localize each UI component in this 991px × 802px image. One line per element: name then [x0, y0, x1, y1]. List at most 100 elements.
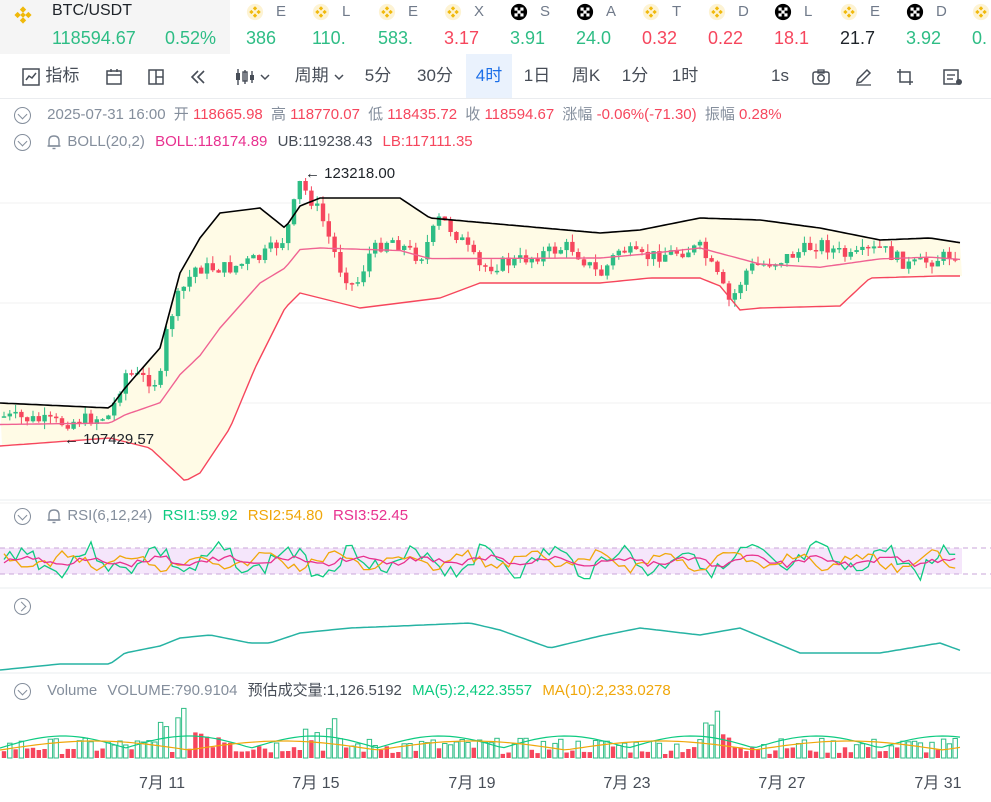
chevron-down-icon[interactable]	[14, 682, 31, 700]
volume-bar	[361, 751, 366, 758]
chart-type-button[interactable]	[226, 54, 278, 98]
volume-bar	[790, 747, 795, 758]
volume-bar	[830, 740, 837, 759]
candle-body	[268, 242, 273, 249]
interval-tab[interactable]: 4时	[466, 54, 512, 98]
ticker-name: D	[738, 3, 749, 20]
candle-body	[599, 269, 604, 276]
volume-bar	[349, 745, 355, 759]
candle-body	[663, 254, 668, 262]
ticker-name: X	[474, 3, 485, 20]
volume-bar	[911, 740, 918, 759]
interval-tab[interactable]: 1分	[621, 66, 649, 85]
interval-tab[interactable]: 1日	[523, 66, 551, 85]
volume-bar	[883, 751, 888, 758]
candle-body	[112, 402, 117, 416]
bell-icon[interactable]	[45, 133, 63, 151]
candle-body	[558, 250, 563, 254]
bell-icon[interactable]	[45, 507, 63, 525]
volume-bar	[163, 726, 170, 759]
ticker-item[interactable]: D 0.22	[694, 0, 758, 54]
volume-bar	[924, 752, 929, 758]
ticker-item[interactable]: A 24.0	[562, 0, 626, 54]
candle-body	[94, 419, 99, 424]
ticker-item[interactable]: S 3.91	[496, 0, 560, 54]
camera-icon	[812, 68, 830, 85]
interval-tab[interactable]: 1时	[671, 66, 699, 85]
volume-bar	[140, 741, 146, 759]
volume-bar	[837, 752, 842, 758]
candle-body	[489, 266, 494, 272]
volume-bar	[639, 751, 645, 758]
ticker-item[interactable]: T 0.32	[628, 0, 692, 54]
calendar-icon	[106, 68, 122, 85]
volume-bar	[442, 743, 448, 759]
rsi1-value: RSI1:59.92	[162, 507, 238, 524]
template-button[interactable]	[98, 54, 130, 98]
candle-body	[170, 316, 175, 330]
interval-tab[interactable]: 周K	[571, 66, 601, 85]
kline-chart[interactable]: ← 123218.00 ← 107429.57 7月 11 7月 15 7月 19 7月 …	[0, 98, 991, 802]
candle-body	[332, 236, 337, 252]
crosshair-button[interactable]	[890, 54, 920, 98]
draw-button[interactable]	[848, 54, 878, 98]
candle-body	[402, 245, 407, 250]
volume-bar	[53, 738, 59, 759]
period-dropdown[interactable]: 周期	[288, 54, 352, 98]
candle-body	[639, 249, 645, 252]
volume-bar	[13, 749, 18, 758]
ticker-item[interactable]: L 110.	[298, 0, 362, 54]
candle-body	[535, 257, 540, 262]
candle-body	[790, 254, 795, 258]
binance-icon	[14, 6, 32, 24]
volume-bar	[732, 747, 737, 758]
ticker-item[interactable]: L 18.1	[760, 0, 824, 54]
chevron-down-icon[interactable]	[14, 507, 31, 525]
interval-tab[interactable]: 5分	[364, 66, 392, 85]
volume-bar	[842, 747, 848, 758]
candle-body	[326, 221, 331, 237]
replay-speed[interactable]: 1s	[771, 66, 789, 85]
candle-body	[709, 258, 714, 262]
volume-bar	[262, 748, 268, 758]
candle-body	[831, 248, 836, 253]
candle-body	[425, 242, 430, 260]
chevron-down-icon[interactable]	[14, 133, 31, 151]
candle-body	[866, 246, 871, 249]
ticker-item[interactable]: 0.	[958, 0, 991, 54]
candle-body	[309, 190, 314, 206]
chevron-down-icon[interactable]	[14, 106, 31, 124]
boll-lower-line	[0, 275, 960, 481]
candle-body	[906, 261, 911, 269]
candle-body	[448, 220, 453, 232]
ticker-item[interactable]: E 21.7	[826, 0, 890, 54]
replay-button[interactable]	[182, 54, 214, 98]
candle-body	[512, 258, 517, 266]
volume-bar	[866, 747, 871, 758]
chevron-right-icon[interactable]	[14, 597, 31, 615]
volume-bar	[621, 742, 628, 759]
ticker-name: D	[936, 3, 947, 20]
volume-bar	[245, 751, 250, 758]
ticker-item[interactable]: X 3.17	[430, 0, 494, 54]
indicators-button[interactable]: 指标	[14, 54, 86, 98]
ticker-item[interactable]: E 583.	[364, 0, 428, 54]
screenshot-button[interactable]	[806, 54, 836, 98]
interval-tab[interactable]: 30分	[417, 66, 453, 85]
layout-button[interactable]	[140, 54, 172, 98]
close-label: 收	[465, 106, 481, 123]
current-pair[interactable]: BTC/USDT 118594.67 0.52%	[0, 0, 230, 54]
volume-bar	[592, 740, 599, 759]
estimated-volume: 预估成交量:1,126.5192	[247, 682, 402, 699]
volume-bar	[100, 748, 105, 758]
candle-body	[129, 373, 134, 375]
volume-bar	[726, 737, 732, 758]
ticker-item[interactable]: D 3.92	[892, 0, 956, 54]
candle-body	[471, 244, 476, 253]
volume-bar	[355, 743, 361, 759]
volume-bar	[604, 740, 610, 759]
volume-bar	[535, 753, 540, 758]
settings-button[interactable]	[938, 54, 968, 98]
ticker-item[interactable]: E 386	[232, 0, 296, 54]
volume-bar	[633, 741, 639, 759]
